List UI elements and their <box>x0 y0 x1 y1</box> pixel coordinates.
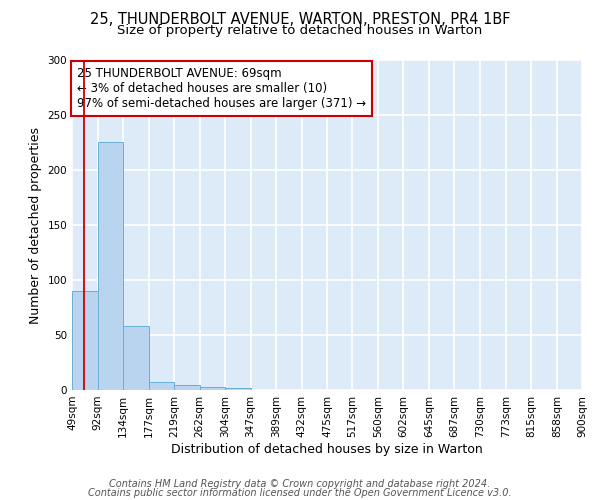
Bar <box>98 142 123 390</box>
Bar <box>149 382 174 390</box>
Text: 25, THUNDERBOLT AVENUE, WARTON, PRESTON, PR4 1BF: 25, THUNDERBOLT AVENUE, WARTON, PRESTON,… <box>90 12 510 28</box>
X-axis label: Distribution of detached houses by size in Warton: Distribution of detached houses by size … <box>171 442 483 456</box>
Bar <box>200 386 225 390</box>
Bar <box>174 384 200 390</box>
Text: Contains HM Land Registry data © Crown copyright and database right 2024.: Contains HM Land Registry data © Crown c… <box>109 479 491 489</box>
Text: 25 THUNDERBOLT AVENUE: 69sqm
← 3% of detached houses are smaller (10)
97% of sem: 25 THUNDERBOLT AVENUE: 69sqm ← 3% of det… <box>77 66 366 110</box>
Text: Size of property relative to detached houses in Warton: Size of property relative to detached ho… <box>118 24 482 37</box>
Y-axis label: Number of detached properties: Number of detached properties <box>29 126 42 324</box>
Bar <box>225 388 251 390</box>
Bar <box>123 326 149 390</box>
Text: Contains public sector information licensed under the Open Government Licence v3: Contains public sector information licen… <box>88 488 512 498</box>
Bar <box>72 291 98 390</box>
